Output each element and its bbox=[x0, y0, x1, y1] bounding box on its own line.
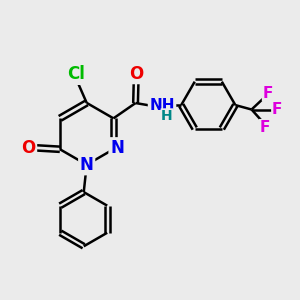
Text: N: N bbox=[110, 139, 124, 157]
Text: O: O bbox=[21, 139, 35, 157]
Text: F: F bbox=[262, 86, 273, 101]
Text: Cl: Cl bbox=[68, 65, 85, 83]
Text: F: F bbox=[260, 120, 270, 135]
Text: NH: NH bbox=[149, 98, 175, 112]
Text: F: F bbox=[272, 102, 282, 117]
Text: O: O bbox=[129, 64, 143, 82]
Text: H: H bbox=[161, 109, 173, 123]
Text: N: N bbox=[80, 156, 94, 174]
